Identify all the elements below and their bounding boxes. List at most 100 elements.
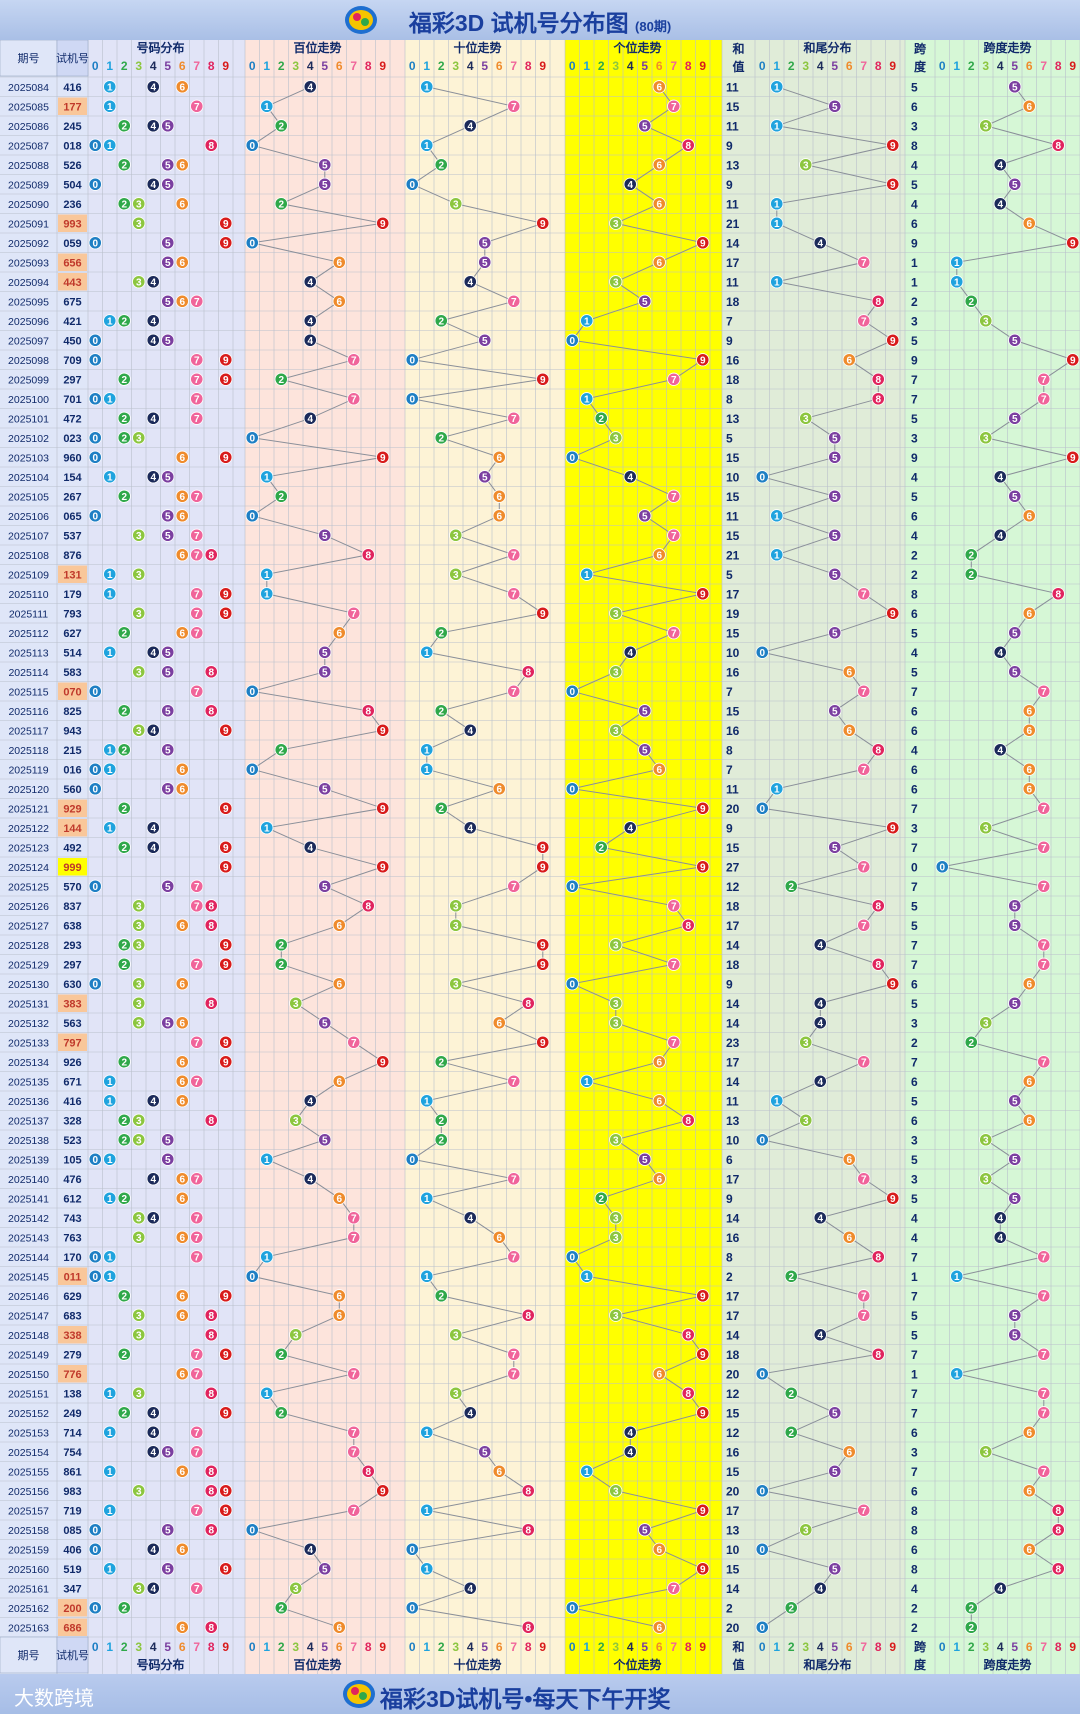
distribution-ball bbox=[117, 489, 131, 503]
span-ball-label: 3 bbox=[983, 824, 989, 835]
distribution-ball bbox=[161, 294, 175, 308]
distribution-ball bbox=[161, 177, 175, 191]
distribution-ball-label: 6 bbox=[179, 492, 185, 503]
span-cell: 6 bbox=[911, 217, 918, 231]
hundreds-header: 百位走势 bbox=[293, 1657, 341, 1672]
distribution-ball bbox=[88, 333, 102, 347]
span-cell: 3 bbox=[911, 119, 918, 133]
units-ball bbox=[638, 743, 652, 757]
distribution-ball-label: 4 bbox=[150, 1545, 156, 1556]
period-cell: 2025119 bbox=[8, 764, 48, 776]
table-row: 2025123 492 4 92 4 9 2 15 5 7 7 bbox=[8, 840, 1051, 855]
period-cell: 2025110 bbox=[8, 589, 48, 601]
header-digit-9: 9 bbox=[889, 1640, 896, 1654]
period-cell: 2025084 bbox=[8, 82, 49, 94]
distribution-ball-label: 3 bbox=[136, 668, 142, 679]
header-digit-6: 6 bbox=[1026, 59, 1033, 73]
distribution-ball bbox=[175, 255, 189, 269]
hundreds-ball-label: 1 bbox=[264, 102, 270, 113]
distribution-ball-label: 3 bbox=[136, 1584, 142, 1595]
tens-ball-label: 7 bbox=[511, 1077, 517, 1088]
test-number-cell: 504 bbox=[63, 179, 82, 191]
span-cell: 6 bbox=[911, 1484, 918, 1498]
sum-tail-ball-label: 1 bbox=[774, 278, 780, 289]
table-row: 2025114 583 5 83 5 8 3 16 6 5 5 bbox=[8, 665, 1022, 679]
header-digit-0: 0 bbox=[249, 59, 256, 73]
header-digit-9: 9 bbox=[699, 59, 706, 73]
header-digit-9: 9 bbox=[539, 1640, 546, 1654]
distribution-ball-label: 3 bbox=[136, 1311, 142, 1322]
sum-tail-ball bbox=[828, 626, 842, 640]
tens-ball bbox=[434, 626, 448, 640]
test-number-cell: 406 bbox=[63, 1544, 81, 1556]
hundreds-ball bbox=[332, 294, 346, 308]
distribution-ball-label: 6 bbox=[179, 1233, 185, 1244]
distribution-ball-label: 6 bbox=[179, 1175, 185, 1186]
distribution-ball bbox=[219, 372, 233, 386]
tens-ball bbox=[463, 119, 477, 133]
distribution-ball-label: 3 bbox=[136, 570, 142, 581]
span-cell: 5 bbox=[911, 1094, 918, 1108]
span-cell: 5 bbox=[911, 80, 918, 94]
units-ball-label: 5 bbox=[642, 122, 648, 133]
distribution-ball-label: 6 bbox=[179, 1311, 185, 1322]
distribution-ball-label: 9 bbox=[223, 804, 229, 815]
sum-cell: 11 bbox=[726, 782, 739, 796]
period-cell: 2025106 bbox=[8, 511, 49, 523]
sum-cell: 8 bbox=[726, 743, 733, 757]
hundreds-ball-label: 7 bbox=[351, 1233, 357, 1244]
distribution-ball-label: 5 bbox=[165, 239, 171, 250]
table-row: 2025089 504 50 4 5 0 4 9 9 5 5 bbox=[8, 177, 1022, 192]
period-cell: 2025148 bbox=[8, 1330, 49, 1342]
distribution-ball-label: 7 bbox=[194, 1233, 200, 1244]
tens-ball-label: 7 bbox=[511, 882, 517, 893]
header-digit-3: 3 bbox=[135, 1640, 142, 1654]
units-ball-label: 3 bbox=[613, 941, 619, 952]
sum-cell: 10 bbox=[726, 470, 740, 484]
tens-ball-label: 7 bbox=[511, 590, 517, 601]
table-row: 2025105 267 2 6 7 2 6 7 15 5 5 5 bbox=[8, 489, 1022, 504]
distribution-ball-label: 4 bbox=[150, 473, 156, 484]
sum-tail-ball-label: 4 bbox=[817, 1331, 823, 1342]
distribution-ball bbox=[175, 509, 189, 523]
hundreds-ball-label: 4 bbox=[307, 1545, 313, 1556]
tens-ball bbox=[420, 80, 434, 94]
sum-cell: 7 bbox=[726, 763, 733, 777]
distribution-ball-label: 9 bbox=[223, 356, 229, 367]
sum-header-bottom: 值 bbox=[732, 1657, 744, 1672]
header-digit-3: 3 bbox=[802, 1640, 809, 1654]
sum-tail-ball-label: 2 bbox=[788, 1604, 794, 1615]
sum-tail-ball-label: 7 bbox=[861, 1292, 867, 1303]
span-ball bbox=[1022, 782, 1036, 796]
distribution-ball-label: 3 bbox=[136, 1331, 142, 1342]
hundreds-ball-label: 8 bbox=[365, 902, 371, 913]
units-ball-label: 6 bbox=[656, 1623, 662, 1634]
distribution-ball-label: 9 bbox=[223, 1487, 229, 1498]
tens-ball-label: 1 bbox=[424, 141, 430, 152]
hundreds-ball-label: 4 bbox=[307, 83, 313, 94]
period-cell: 2025096 bbox=[8, 316, 49, 328]
test-number-cell: 709 bbox=[63, 355, 81, 367]
table-row: 2025103 960 960 9 6 0 15 5 9 9 bbox=[8, 450, 1080, 465]
sum-cell: 9 bbox=[726, 334, 733, 348]
units-ball-label: 1 bbox=[584, 395, 590, 406]
tens-ball bbox=[434, 704, 448, 718]
span-ball-label: 7 bbox=[1041, 1253, 1047, 1264]
period-cell: 2025139 bbox=[8, 1154, 49, 1166]
span-cell: 4 bbox=[911, 1582, 918, 1596]
sum-tail-ball-label: 3 bbox=[803, 414, 809, 425]
units-ball-label: 7 bbox=[671, 629, 677, 640]
distribution-ball-label: 1 bbox=[107, 570, 113, 581]
span-cell: 5 bbox=[911, 1309, 918, 1323]
distribution-ball-label: 0 bbox=[92, 765, 98, 776]
distribution-ball-label: 1 bbox=[107, 395, 113, 406]
span-cell: 3 bbox=[911, 1172, 918, 1186]
sum-tail-ball-label: 3 bbox=[803, 1116, 809, 1127]
tens-ball-label: 6 bbox=[496, 1019, 502, 1030]
header-digit-3: 3 bbox=[452, 1640, 459, 1654]
tens-ball-label: 3 bbox=[453, 980, 459, 991]
test-number-cell: 999 bbox=[63, 862, 81, 874]
header-digit-2: 2 bbox=[438, 59, 445, 73]
tens-ball-label: 3 bbox=[453, 570, 459, 581]
distribution-ball bbox=[103, 314, 117, 328]
